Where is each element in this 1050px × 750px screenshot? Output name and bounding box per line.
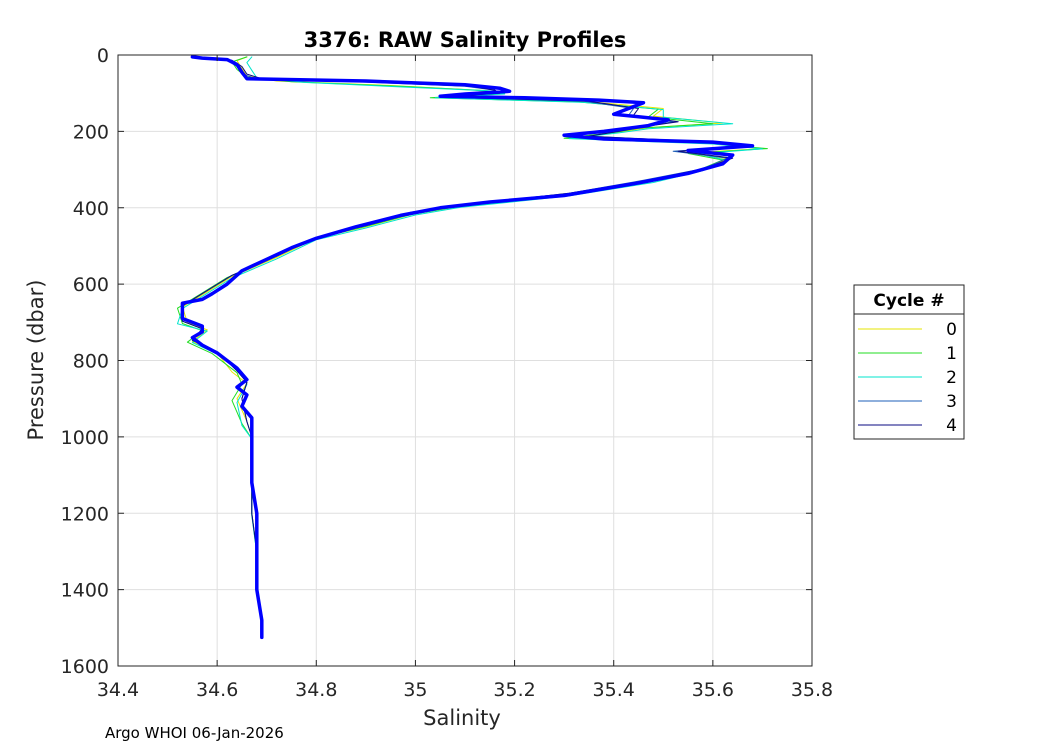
y-tick-label: 400 [73,198,109,220]
y-tick-label: 1400 [61,580,109,602]
y-tick-label: 0 [97,45,109,67]
y-tick-label: 800 [73,351,109,373]
legend-label: 0 [946,320,957,340]
legend: Cycle # 0 1 2 3 4 [853,284,965,440]
legend-label: 3 [946,392,957,412]
legend-label: 1 [946,344,957,364]
legend-items: 0 1 2 3 4 [858,320,957,436]
x-axis-ticks: 34.4 34.6 34.8 35 35.2 35.4 35.6 35.8 [97,55,833,701]
data-series [177,55,768,640]
chart-title: 3376: RAW Salinity Profiles [304,28,627,52]
footer-credit: Argo WHOI 06-Jan-2026 [105,724,284,742]
legend-label: 4 [946,416,957,436]
y-tick-label: 600 [73,274,109,296]
grid-lines [118,55,812,666]
x-tick-label: 35.6 [692,679,734,701]
x-tick-label: 35.4 [593,679,635,701]
y-tick-label: 1200 [61,503,109,525]
y-tick-label: 1000 [61,427,109,449]
x-tick-label: 34.8 [295,679,337,701]
x-tick-label: 34.6 [196,679,238,701]
legend-title: Cycle # [873,291,944,311]
y-tick-label: 1600 [61,656,109,678]
x-tick-label: 35.2 [493,679,535,701]
x-tick-label: 35.8 [791,679,833,701]
x-tick-label: 34.4 [97,679,139,701]
legend-label: 2 [946,368,957,388]
x-tick-label: 35 [403,679,427,701]
series-line-current [180,55,755,640]
legend-box [853,284,965,440]
y-tick-label: 200 [73,121,109,143]
x-axis-label: Salinity [423,706,501,730]
y-axis-label: Pressure (dbar) [24,280,48,441]
y-axis-ticks: 0 200 400 600 800 1000 1200 1400 1600 [61,45,812,678]
